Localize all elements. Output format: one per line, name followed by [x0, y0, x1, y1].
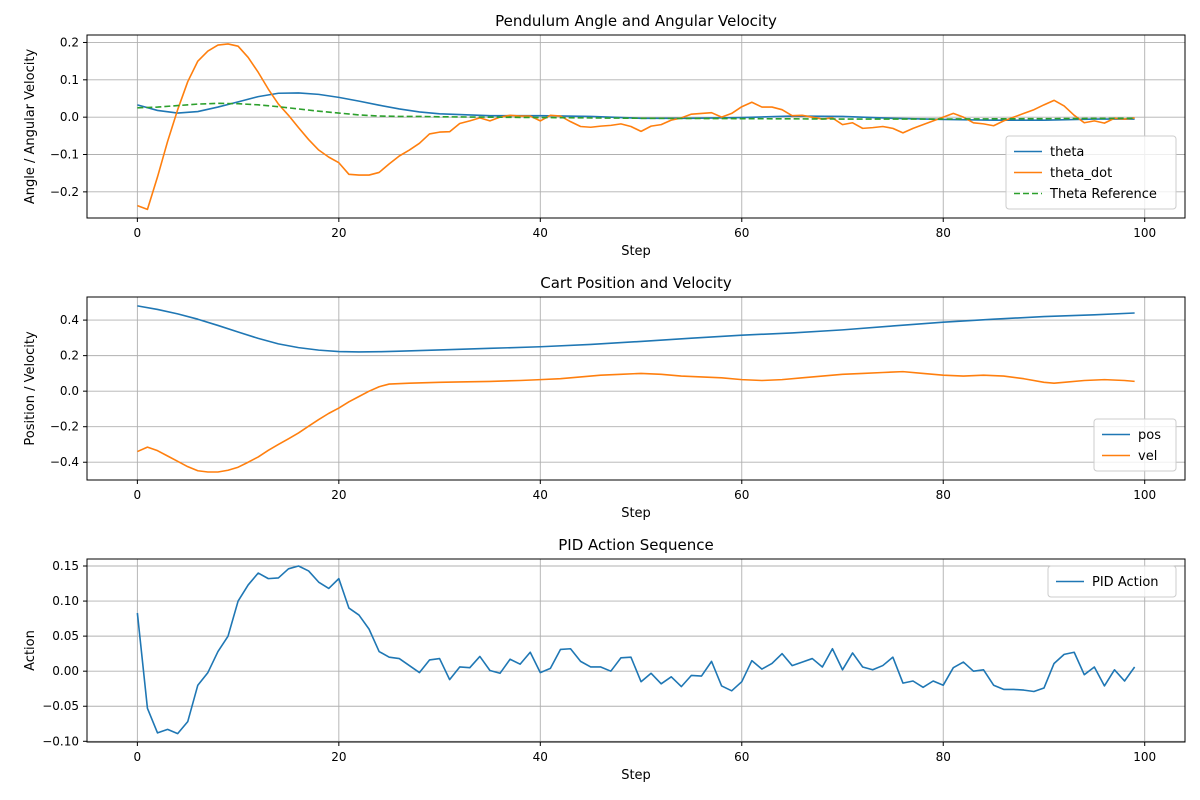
legend-box — [1094, 419, 1176, 471]
x-tick-label: 80 — [936, 750, 951, 764]
legend-label: pos — [1138, 428, 1161, 443]
x-tick-label: 20 — [331, 226, 346, 240]
x-tick-label: 40 — [533, 750, 548, 764]
y-tick-label: −0.1 — [50, 148, 79, 162]
x-axis-label: Step — [621, 768, 651, 783]
legend: PID Action — [1048, 566, 1176, 597]
y-tick-label: −0.05 — [42, 699, 79, 713]
plot-area — [87, 297, 1185, 480]
y-axis-label: Position / Velocity — [23, 331, 38, 446]
y-tick-label: 0.0 — [60, 384, 79, 398]
x-tick-label: 80 — [936, 226, 951, 240]
legend-label: theta — [1050, 145, 1084, 160]
y-tick-label: 0.1 — [60, 73, 79, 87]
y-tick-label: −0.4 — [50, 455, 79, 469]
x-tick-label: 80 — [936, 488, 951, 502]
x-tick-label: 60 — [734, 226, 749, 240]
legend-label: vel — [1138, 449, 1157, 464]
y-axis-label: Angle / Angular Velocity — [23, 49, 38, 205]
legend-label: Theta Reference — [1049, 187, 1157, 202]
x-tick-label: 0 — [134, 226, 142, 240]
y-tick-label: 0.10 — [52, 594, 79, 608]
x-tick-label: 40 — [533, 488, 548, 502]
y-tick-label: 0.0 — [60, 110, 79, 124]
chart-panel-1: 0 20 40 60 80 100 −0.2 −0.1 0.0 0.1 0.2 Pendulum An… — [23, 12, 1185, 259]
y-tick-label: 0.00 — [52, 664, 79, 678]
y-tick-label: −0.2 — [50, 185, 79, 199]
chart-title: Cart Position and Velocity — [540, 274, 732, 292]
x-tick-label: 60 — [734, 488, 749, 502]
y-tick-label: 0.2 — [60, 35, 79, 49]
x-tick-label: 100 — [1133, 488, 1156, 502]
chart-panel-2: 0 20 40 60 80 100 −0.4 −0.2 0.0 0.2 0.4 Cart Positi… — [23, 274, 1185, 521]
chart-title: PID Action Sequence — [558, 536, 714, 554]
y-tick-label: 0.4 — [60, 313, 79, 327]
x-tick-label: 40 — [533, 226, 548, 240]
x-tick-label: 0 — [134, 488, 142, 502]
x-tick-label: 100 — [1133, 750, 1156, 764]
y-tick-label: 0.05 — [52, 629, 79, 643]
x-tick-label: 0 — [134, 750, 142, 764]
y-axis-label: Action — [23, 630, 38, 671]
y-tick-label: −0.2 — [50, 420, 79, 434]
y-tick-label: 0.2 — [60, 349, 79, 363]
y-tick-label: −0.10 — [42, 734, 79, 748]
x-tick-label: 100 — [1133, 226, 1156, 240]
chart-panel-3: 0 20 40 60 80 100 −0.10 −0.05 0.00 0.05 0.10 0.15 PI… — [23, 536, 1185, 783]
legend-label: PID Action — [1092, 575, 1159, 590]
legend: theta theta_dot Theta Reference — [1006, 136, 1176, 209]
x-axis-label: Step — [621, 506, 651, 521]
x-tick-label: 60 — [734, 750, 749, 764]
legend: pos vel — [1094, 419, 1176, 471]
plot-area — [87, 559, 1185, 742]
legend-label: theta_dot — [1050, 166, 1112, 181]
chart-title: Pendulum Angle and Angular Velocity — [495, 12, 777, 30]
x-tick-label: 20 — [331, 750, 346, 764]
x-axis-label: Step — [621, 244, 651, 259]
y-tick-label: 0.15 — [52, 559, 79, 573]
x-tick-label: 20 — [331, 488, 346, 502]
